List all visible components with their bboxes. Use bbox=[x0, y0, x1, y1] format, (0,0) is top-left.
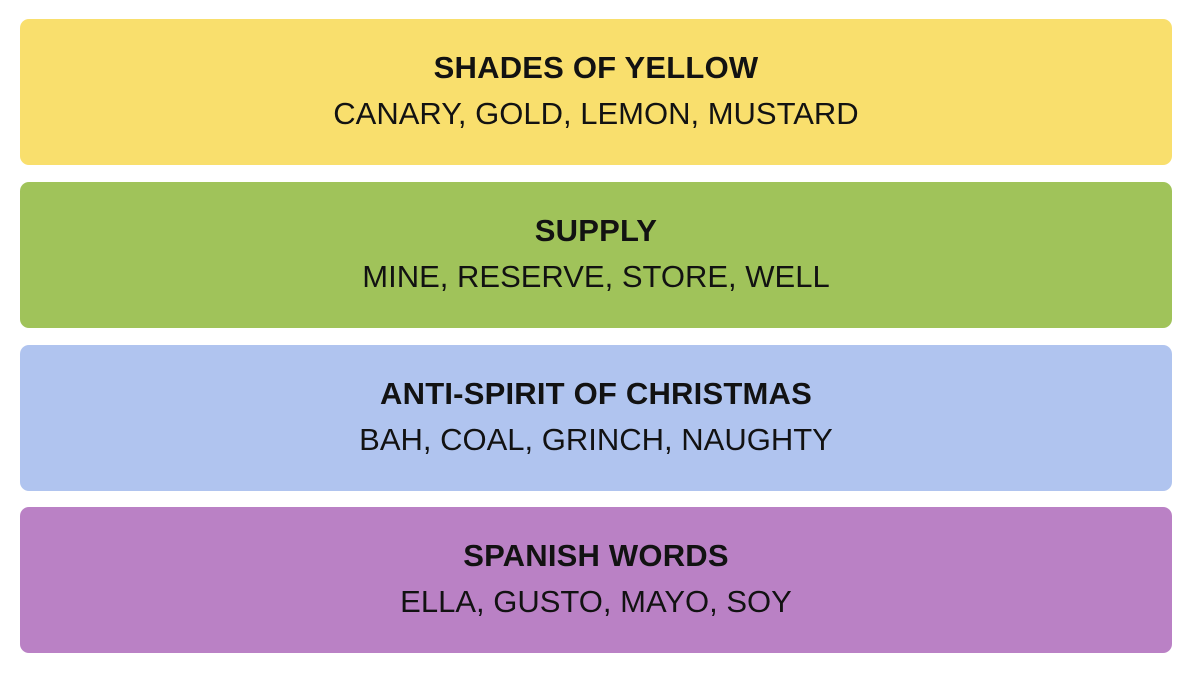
group-title: SHADES OF YELLOW bbox=[433, 50, 759, 85]
group-purple: SPANISH WORDS ELLA, GUSTO, MAYO, SOY bbox=[20, 507, 1172, 653]
group-words: ELLA, GUSTO, MAYO, SOY bbox=[400, 584, 792, 619]
group-words: MINE, RESERVE, STORE, WELL bbox=[362, 259, 830, 294]
group-blue: ANTI-SPIRIT OF CHRISTMAS BAH, COAL, GRIN… bbox=[20, 345, 1172, 491]
group-title: SPANISH WORDS bbox=[463, 538, 729, 573]
group-words: CANARY, GOLD, LEMON, MUSTARD bbox=[333, 96, 859, 131]
group-title: ANTI-SPIRIT OF CHRISTMAS bbox=[380, 376, 812, 411]
group-words: BAH, COAL, GRINCH, NAUGHTY bbox=[359, 422, 833, 457]
group-yellow: SHADES OF YELLOW CANARY, GOLD, LEMON, MU… bbox=[20, 19, 1172, 165]
group-green: SUPPLY MINE, RESERVE, STORE, WELL bbox=[20, 182, 1172, 328]
group-title: SUPPLY bbox=[534, 213, 658, 248]
